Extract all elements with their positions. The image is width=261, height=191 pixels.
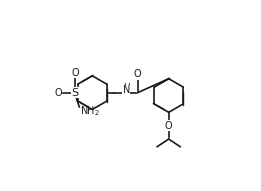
Text: NH$_2$: NH$_2$	[80, 104, 100, 118]
Text: O: O	[134, 70, 141, 79]
Text: S: S	[72, 88, 79, 98]
Text: N: N	[123, 85, 130, 95]
Text: H: H	[123, 83, 130, 92]
Text: O: O	[72, 68, 79, 78]
Text: O: O	[55, 88, 62, 98]
Text: O: O	[165, 121, 173, 131]
